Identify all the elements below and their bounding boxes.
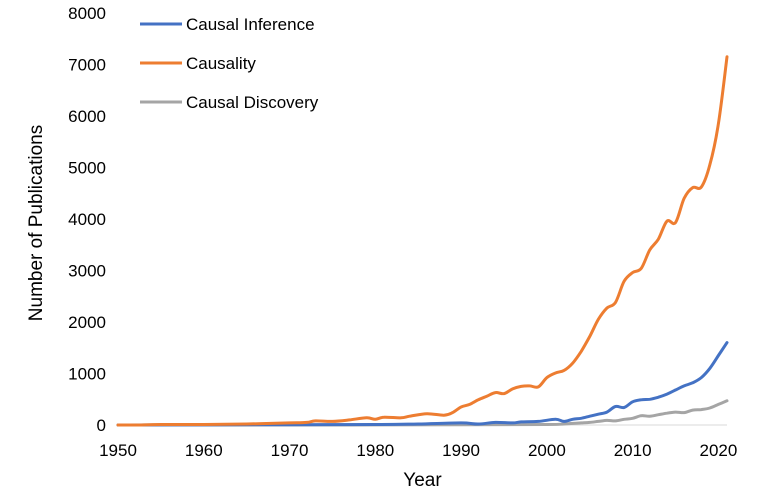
x-tick-label: 1960: [185, 441, 223, 460]
legend-label: Causal Inference: [186, 15, 315, 34]
series-lines: [116, 55, 729, 427]
series-line-causal-inference: [116, 341, 729, 427]
y-tick-label: 1000: [68, 365, 106, 384]
x-axis-ticks: 1950 1960 1970 1980 1990 2000 2010 2020: [99, 441, 737, 460]
y-tick-label: 8000: [68, 4, 106, 23]
series-line-causal-discovery: [116, 399, 729, 427]
legend-item: Causal Discovery: [140, 93, 319, 112]
x-tick-label: 1990: [442, 441, 480, 460]
y-tick-label: 0: [97, 416, 106, 435]
legend: Causal Inference Causality Causal Discover…: [140, 15, 319, 112]
series-line-causality: [116, 55, 729, 427]
y-tick-label: 5000: [68, 159, 106, 178]
x-tick-label: 2010: [614, 441, 652, 460]
legend-label: Causal Discovery: [186, 93, 319, 112]
legend-item: Causal Inference: [140, 15, 315, 34]
y-tick-label: 6000: [68, 107, 106, 126]
x-tick-label: 1980: [356, 441, 394, 460]
x-tick-label: 2020: [700, 441, 738, 460]
y-tick-label: 4000: [68, 210, 106, 229]
x-tick-label: 1970: [271, 441, 309, 460]
y-tick-label: 2000: [68, 313, 106, 332]
x-axis-title: Year: [403, 470, 442, 491]
legend-item: Causality: [140, 54, 256, 73]
legend-label: Causality: [186, 54, 256, 73]
x-tick-label: 2000: [528, 441, 566, 460]
y-tick-label: 7000: [68, 56, 106, 75]
y-axis-title: Number of Publications: [26, 125, 47, 321]
y-axis-ticks: 0 1000 2000 3000 4000 5000 6000 7000 8000: [68, 4, 106, 435]
y-tick-label: 3000: [68, 262, 106, 281]
x-tick-label: 1950: [99, 441, 137, 460]
